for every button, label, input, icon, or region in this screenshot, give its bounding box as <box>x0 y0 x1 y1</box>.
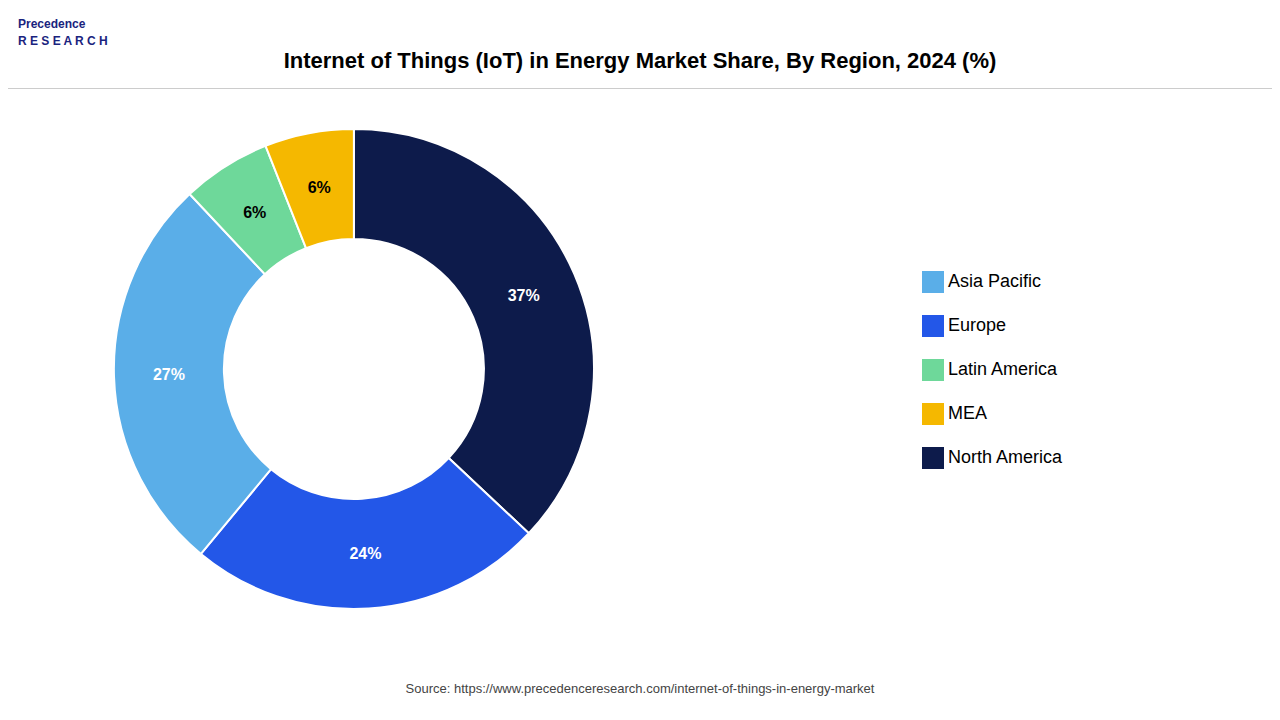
html-text:MEA: MEA <box>948 403 987 423</box>
html-text:Internet of Things (IoT) in En: Internet of Things (IoT) in Energy Marke… <box>283 48 997 73</box>
svg-text:27%: 27% <box>153 366 185 383</box>
html-text:Source: https://www.precedence: Source: https://www.precedenceresearch.c… <box>405 681 875 696</box>
html-text:Precedence R E S E A R C H: Precedence R E S E A R C H <box>18 17 108 48</box>
svg-text:24%: 24% <box>349 545 381 562</box>
html-text:Asia Pacific: Asia Pacific <box>948 271 1041 291</box>
html-text:Europe: Europe <box>948 315 1006 335</box>
svg-text:6%: 6% <box>243 204 266 221</box>
html-text:Latin America: Latin America <box>948 359 1057 379</box>
svg-text:6%: 6% <box>308 179 331 196</box>
svg-text:37%: 37% <box>508 287 540 304</box>
html-text:North America: North America <box>948 447 1062 467</box>
